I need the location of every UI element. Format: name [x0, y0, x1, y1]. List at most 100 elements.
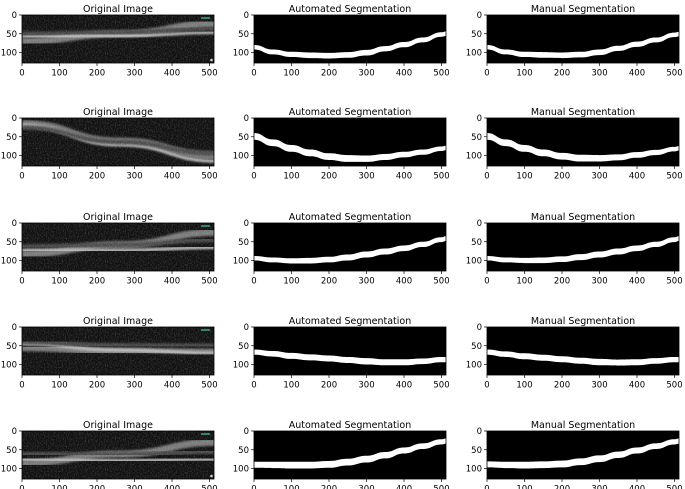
- panel-title: Manual Segmentation: [531, 420, 635, 431]
- x-tick-label: 400: [629, 381, 645, 391]
- x-tick-label: 300: [358, 381, 374, 391]
- panel-title: Original Image: [83, 316, 153, 327]
- x-tick-label: 100: [516, 277, 532, 287]
- y-tick-label: 0: [12, 427, 17, 437]
- segmentation-mask: [487, 349, 679, 366]
- segmentation-mask: [254, 438, 446, 469]
- segmentation-mask: [254, 349, 446, 366]
- panel-title: Automated Segmentation: [289, 420, 412, 431]
- x-tick-label: 400: [164, 381, 180, 391]
- x-tick-label: 0: [251, 381, 256, 391]
- x-tick-label: 0: [484, 381, 489, 391]
- x-tick-label: 0: [484, 69, 489, 79]
- axes-frame: [486, 117, 680, 167]
- x-tick-label: 500: [666, 277, 682, 287]
- speckle-noise: [22, 15, 214, 63]
- x-tick-label: 100: [283, 381, 299, 391]
- x-tick-label: 200: [89, 172, 105, 182]
- panel-title: Manual Segmentation: [531, 316, 635, 327]
- x-tick-label: 500: [666, 69, 682, 79]
- y-tick-label: 0: [477, 114, 482, 124]
- x-tick-label: 400: [396, 381, 412, 391]
- x-tick-label: 500: [201, 69, 217, 79]
- x-tick-label: 300: [358, 172, 374, 182]
- y-tick-label: 100: [233, 257, 249, 267]
- y-tick-label: 100: [1, 49, 17, 59]
- x-tick-label: 500: [433, 381, 449, 391]
- x-tick-label: 500: [201, 381, 217, 391]
- y-tick-label: 0: [477, 219, 482, 229]
- x-tick-label: 500: [433, 277, 449, 287]
- segmentation-mask: [487, 133, 679, 162]
- y-tick-label: 50: [238, 30, 249, 40]
- y-tick-label: 0: [12, 323, 17, 333]
- panel-title: Automated Segmentation: [289, 316, 412, 327]
- x-tick-label: 500: [433, 172, 449, 182]
- panel-title: Automated Segmentation: [289, 4, 412, 15]
- y-tick-label: 100: [466, 49, 482, 59]
- x-tick-label: 200: [89, 485, 105, 489]
- x-tick-label: 100: [51, 172, 67, 182]
- x-tick-label: 200: [554, 69, 570, 79]
- segmentation-mask: [254, 31, 446, 59]
- x-tick-label: 0: [484, 277, 489, 287]
- y-tick-label: 0: [12, 219, 17, 229]
- x-tick-label: 300: [126, 277, 142, 287]
- speckle-noise: [22, 431, 214, 479]
- panel-title: Original Image: [83, 107, 153, 118]
- y-tick-label: 100: [466, 152, 482, 162]
- panel-title: Manual Segmentation: [531, 212, 635, 223]
- speckle-noise: [22, 327, 214, 375]
- y-tick-label: 50: [6, 342, 17, 352]
- x-tick-label: 400: [629, 69, 645, 79]
- y-tick-label: 100: [466, 361, 482, 371]
- x-tick-label: 500: [433, 485, 449, 489]
- x-tick-label: 200: [321, 277, 337, 287]
- panel-5-2: 0 100 200 300 400 500 0 50 100 Automated Segmenta…: [233, 420, 450, 489]
- x-tick-label: 100: [51, 381, 67, 391]
- segmentation-mask: [254, 236, 446, 264]
- mask-background: [487, 431, 679, 479]
- x-tick-label: 500: [201, 485, 217, 489]
- x-tick-label: 100: [516, 485, 532, 489]
- panel-title: Original Image: [83, 420, 153, 431]
- mask-background: [254, 327, 446, 375]
- x-tick-label: 400: [396, 172, 412, 182]
- x-tick-label: 200: [554, 277, 570, 287]
- y-tick-label: 100: [1, 361, 17, 371]
- mask-background: [254, 431, 446, 479]
- axes-frame: [253, 222, 447, 272]
- x-tick-label: 100: [283, 69, 299, 79]
- axes-frame: [486, 14, 680, 64]
- x-tick-label: 100: [283, 172, 299, 182]
- x-tick-label: 200: [321, 172, 337, 182]
- x-tick-label: 300: [358, 485, 374, 489]
- axes-frame: [21, 222, 215, 272]
- y-tick-label: 50: [238, 446, 249, 456]
- x-tick-label: 500: [201, 172, 217, 182]
- y-tick-label: 100: [466, 465, 482, 475]
- x-tick-label: 400: [629, 172, 645, 182]
- x-tick-label: 500: [666, 485, 682, 489]
- x-tick-label: 100: [51, 485, 67, 489]
- x-tick-label: 200: [89, 69, 105, 79]
- x-tick-label: 0: [484, 485, 489, 489]
- x-tick-label: 300: [358, 277, 374, 287]
- x-tick-label: 400: [164, 485, 180, 489]
- segmentation-mask: [254, 133, 446, 162]
- y-tick-label: 50: [471, 30, 482, 40]
- x-tick-label: 200: [89, 277, 105, 287]
- y-tick-label: 50: [471, 133, 482, 143]
- x-tick-label: 400: [164, 69, 180, 79]
- panel-title: Manual Segmentation: [531, 4, 635, 15]
- x-tick-label: 200: [321, 381, 337, 391]
- x-tick-label: 100: [283, 277, 299, 287]
